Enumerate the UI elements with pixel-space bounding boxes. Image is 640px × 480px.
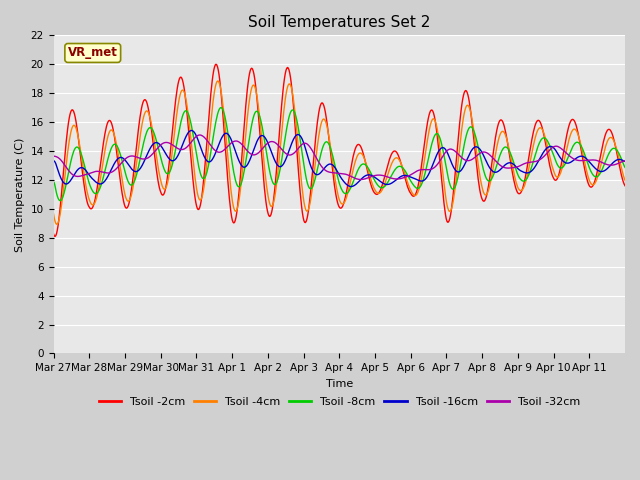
Tsoil -2cm bbox=[621, 183, 629, 189]
Tsoil -4cm bbox=[50, 211, 58, 217]
Tsoil -4cm bbox=[223, 147, 231, 153]
Tsoil -16cm bbox=[251, 144, 259, 150]
Tsoil -2cm bbox=[50, 231, 58, 237]
Y-axis label: Soil Temperature (C): Soil Temperature (C) bbox=[15, 137, 25, 252]
Tsoil -4cm bbox=[400, 168, 408, 173]
Tsoil -4cm bbox=[432, 120, 440, 126]
Tsoil -2cm bbox=[400, 170, 408, 176]
Tsoil -16cm bbox=[400, 173, 408, 179]
Tsoil -2cm bbox=[273, 160, 281, 166]
Tsoil -16cm bbox=[621, 158, 629, 164]
Tsoil -8cm bbox=[50, 179, 58, 185]
Tsoil -8cm bbox=[273, 179, 281, 184]
Line: Tsoil -32cm: Tsoil -32cm bbox=[54, 135, 625, 180]
Tsoil -16cm bbox=[432, 154, 440, 160]
Tsoil -16cm bbox=[347, 184, 355, 190]
Tsoil -2cm bbox=[252, 81, 259, 87]
Tsoil -32cm bbox=[621, 158, 629, 164]
Tsoil -16cm bbox=[116, 155, 124, 160]
Tsoil -8cm bbox=[56, 198, 64, 204]
Line: Tsoil -16cm: Tsoil -16cm bbox=[54, 131, 625, 187]
Tsoil -4cm bbox=[252, 86, 259, 92]
Tsoil -32cm bbox=[223, 145, 230, 151]
Tsoil -2cm bbox=[118, 185, 125, 191]
Tsoil -8cm bbox=[118, 155, 125, 161]
Line: Tsoil -4cm: Tsoil -4cm bbox=[54, 81, 625, 224]
Text: VR_met: VR_met bbox=[68, 47, 118, 60]
Tsoil -2cm bbox=[212, 61, 220, 67]
Tsoil -32cm bbox=[251, 152, 259, 158]
Legend: Tsoil -2cm, Tsoil -4cm, Tsoil -8cm, Tsoil -16cm, Tsoil -32cm: Tsoil -2cm, Tsoil -4cm, Tsoil -8cm, Tsoi… bbox=[94, 393, 584, 411]
Tsoil -4cm bbox=[214, 78, 221, 84]
Tsoil -32cm bbox=[400, 175, 408, 180]
Tsoil -4cm bbox=[621, 178, 629, 183]
Tsoil -32cm bbox=[50, 153, 58, 159]
Tsoil -2cm bbox=[223, 169, 231, 175]
Tsoil -8cm bbox=[252, 109, 259, 115]
Tsoil -8cm bbox=[432, 131, 440, 137]
Tsoil -16cm bbox=[223, 131, 230, 136]
Tsoil -32cm bbox=[432, 163, 440, 169]
Tsoil -8cm bbox=[621, 165, 629, 170]
Tsoil -8cm bbox=[400, 166, 408, 172]
Tsoil -2cm bbox=[51, 234, 59, 240]
Line: Tsoil -2cm: Tsoil -2cm bbox=[54, 64, 625, 237]
Tsoil -4cm bbox=[52, 221, 60, 227]
Tsoil -8cm bbox=[223, 125, 231, 131]
Tsoil -16cm bbox=[188, 128, 195, 133]
Tsoil -32cm bbox=[196, 132, 204, 138]
Tsoil -16cm bbox=[50, 158, 58, 164]
Tsoil -16cm bbox=[273, 160, 280, 166]
X-axis label: Time: Time bbox=[326, 379, 353, 389]
Tsoil -32cm bbox=[356, 177, 364, 182]
Tsoil -4cm bbox=[118, 172, 125, 178]
Title: Soil Temperatures Set 2: Soil Temperatures Set 2 bbox=[248, 15, 431, 30]
Tsoil -32cm bbox=[116, 161, 124, 167]
Tsoil -8cm bbox=[218, 105, 225, 110]
Tsoil -4cm bbox=[273, 177, 281, 183]
Tsoil -2cm bbox=[432, 121, 440, 127]
Tsoil -32cm bbox=[273, 141, 280, 146]
Line: Tsoil -8cm: Tsoil -8cm bbox=[54, 108, 625, 201]
